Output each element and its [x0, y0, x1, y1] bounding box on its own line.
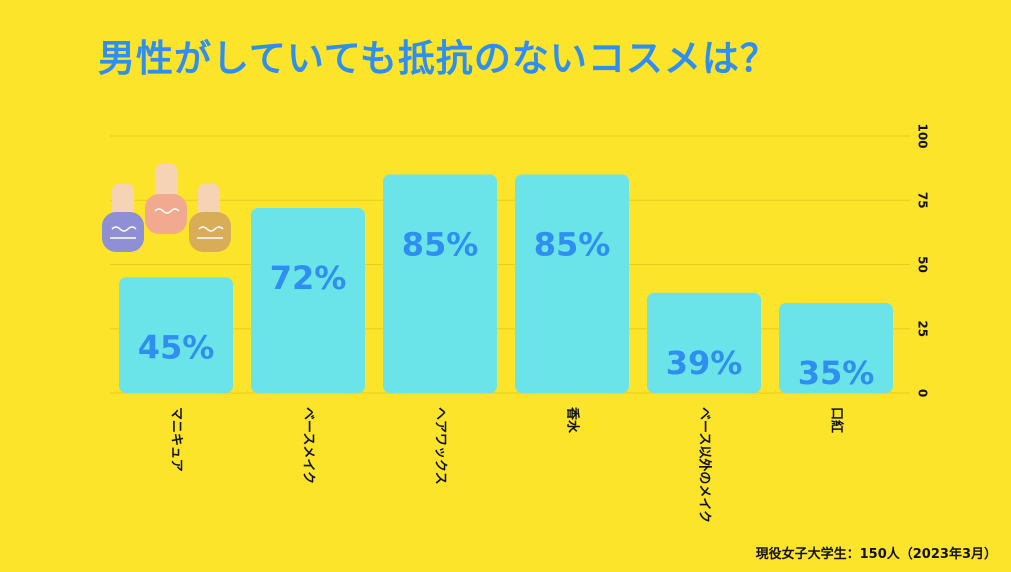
svg-text:100: 100: [916, 123, 930, 148]
svg-text:0: 0: [916, 389, 930, 397]
bar-value-label: 85%: [534, 226, 611, 264]
svg-text:50: 50: [916, 256, 930, 273]
bar-value-label: 35%: [798, 354, 875, 392]
bar: [515, 174, 629, 393]
x-tick-label: 香水: [565, 406, 581, 434]
svg-text:25: 25: [916, 320, 930, 337]
value-labels: 45% 72% 85% 85% 39% 35%: [138, 226, 875, 392]
x-tick-label: ベース以外のメイク: [697, 407, 713, 523]
x-tick-label: 口紅: [829, 407, 845, 433]
chart-title: 男性がしていても抵抗のないコスメは？: [98, 37, 778, 80]
y-axis-ticks: 0 25 50 75 100: [916, 123, 930, 397]
bar: [119, 277, 233, 393]
x-tick-label: ベースメイク: [301, 407, 316, 484]
bar-value-label: 72%: [270, 259, 347, 297]
svg-text:マニキュア: マニキュア: [169, 407, 184, 472]
x-axis-ticks: マニキュア ベースメイク ヘアワックス 香水 ベース以外のメイク 口紅: [169, 406, 845, 523]
y-tick-label: 25: [916, 320, 930, 337]
svg-text:ベースメイク: ベースメイク: [301, 407, 316, 484]
bar-value-label: 85%: [402, 226, 479, 264]
bar: [383, 174, 497, 393]
bar: [779, 303, 893, 393]
svg-text:香水: 香水: [565, 406, 581, 434]
bar: [647, 292, 761, 393]
y-tick-label: 75: [916, 192, 930, 209]
nail-polish-bottles-icon: [102, 164, 231, 252]
grid-lines: [110, 135, 910, 394]
x-tick-label: マニキュア: [169, 407, 184, 472]
svg-text:ヘアワックス: ヘアワックス: [433, 407, 448, 485]
svg-text:75: 75: [916, 192, 930, 209]
bar-value-label: 45%: [138, 328, 215, 366]
bar-value-label: 39%: [666, 344, 743, 382]
bars: [119, 174, 893, 393]
svg-text:口紅: 口紅: [829, 407, 845, 433]
svg-text:ベース以外のメイク: ベース以外のメイク: [697, 407, 713, 523]
y-tick-label: 0: [916, 389, 930, 397]
x-tick-label: ヘアワックス: [433, 407, 448, 485]
bar: [251, 207, 365, 393]
source-note: 現役女子大学生：150人（2023年3月）: [755, 547, 997, 562]
y-tick-label: 100: [916, 123, 930, 148]
y-tick-label: 50: [916, 256, 930, 273]
